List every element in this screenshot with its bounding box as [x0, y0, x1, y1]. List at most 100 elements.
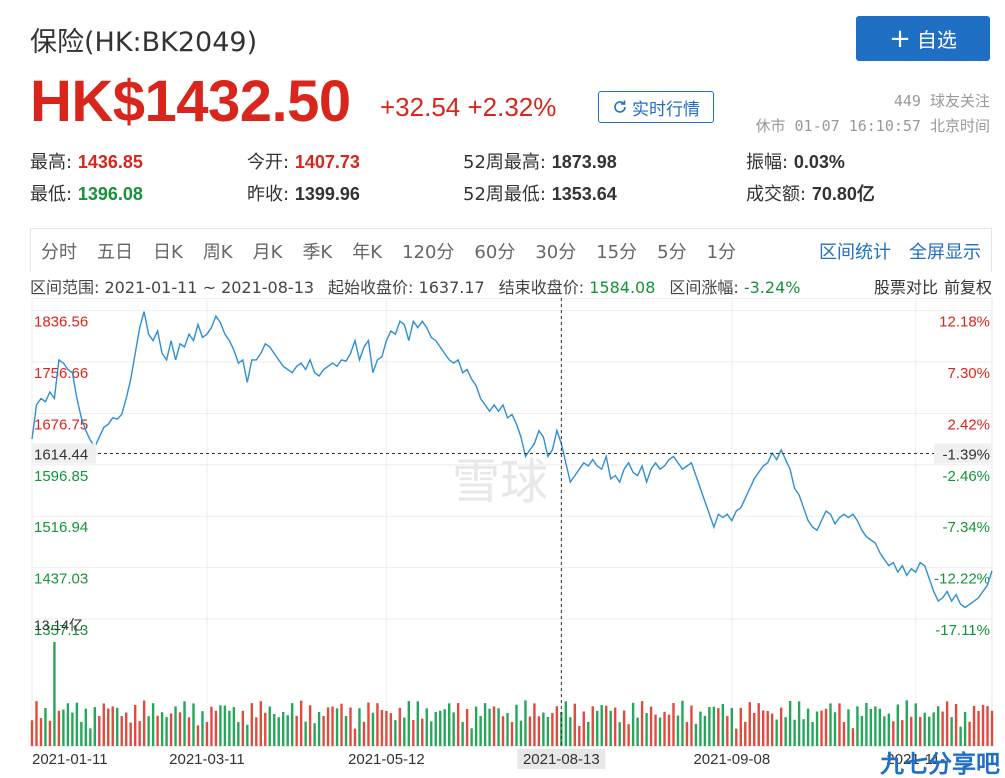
volume-bar	[945, 701, 949, 746]
volume-bar	[672, 703, 675, 746]
volume-bar	[317, 712, 321, 746]
volume-bar	[779, 707, 783, 746]
volume-bar	[35, 701, 38, 746]
tab-5min[interactable]: 5分	[657, 241, 687, 263]
volume-bar	[694, 723, 698, 746]
volume-bar	[205, 721, 209, 746]
tab-30min[interactable]: 30分	[535, 241, 577, 263]
volume-bar	[528, 716, 532, 746]
volume-bar	[214, 710, 218, 746]
volume-bar	[237, 722, 240, 746]
tab-yearly-k[interactable]: 年K	[352, 241, 383, 263]
volume-bar	[582, 711, 585, 746]
stat-52w-high: 52周最高: 1873.98	[463, 152, 617, 173]
volume-bar	[84, 708, 88, 746]
realtime-quote-button[interactable]: 实时行情	[598, 91, 714, 123]
volume-max-label: 13.14亿	[34, 617, 83, 633]
volume-bar	[968, 721, 971, 746]
pct-tick-label: -7.34%	[942, 519, 990, 536]
volume-bar	[313, 723, 316, 746]
volume-bar	[555, 706, 559, 746]
volume-bar	[290, 703, 294, 746]
tab-monthly-k[interactable]: 月K	[252, 241, 283, 263]
volume-bar	[125, 712, 128, 746]
tab-weekly-k[interactable]: 周K	[202, 241, 233, 263]
volume-bar	[461, 721, 464, 746]
volume-bar	[111, 706, 114, 746]
volume-bar	[717, 708, 720, 746]
volume-bar	[456, 703, 460, 746]
tab-intraday[interactable]: 分时	[41, 241, 77, 263]
volume-bar	[636, 717, 639, 746]
volume-bar	[654, 714, 657, 746]
volume-bar	[708, 706, 711, 746]
volume-bar	[712, 706, 716, 746]
volume-bar	[851, 728, 855, 746]
volume-bar	[430, 721, 433, 746]
stat-52w-low: 52周最低: 1353.64	[463, 184, 617, 205]
price-line	[31, 311, 993, 609]
volume-bar	[627, 724, 630, 746]
volume-bar	[910, 716, 913, 746]
add-to-watchlist-button[interactable]: + 自选	[856, 16, 990, 61]
pct-tick-label: -12.22%	[934, 571, 990, 588]
volume-bar	[98, 716, 101, 746]
range-stats-link[interactable]: 区间统计	[819, 241, 891, 263]
y-tick-label: 1596.85	[34, 468, 88, 485]
stock-compare-link[interactable]: 股票对比	[873, 278, 938, 297]
pct-tick-label: -2.46%	[942, 468, 990, 485]
volume-bar	[39, 718, 43, 746]
volume-bar	[986, 706, 989, 746]
volume-bar	[367, 702, 370, 746]
volume-bar	[116, 707, 119, 746]
volume-bar	[833, 712, 837, 746]
volume-bar	[282, 712, 285, 746]
volume-bar	[510, 721, 514, 746]
volume-bar	[304, 721, 307, 746]
volume-bar	[335, 708, 339, 746]
tab-quarterly-k[interactable]: 季K	[302, 241, 333, 263]
volume-bar	[887, 713, 891, 746]
volume-bar	[196, 725, 200, 746]
tab-120min[interactable]: 120分	[402, 241, 455, 263]
pct-tick-label: 12.18%	[939, 314, 990, 331]
volume-bar	[44, 708, 47, 746]
adjust-mode-link[interactable]: 前复权	[943, 278, 992, 297]
crosshair-date-label: 2021-08-13	[523, 751, 600, 768]
volume-bar	[972, 705, 976, 746]
y-tick-label: 1516.94	[34, 519, 88, 536]
tab-daily-k[interactable]: 日K	[153, 241, 183, 263]
volume-bar	[75, 702, 79, 746]
volume-bar	[421, 718, 424, 746]
tab-15min[interactable]: 15分	[596, 241, 638, 263]
volume-bar	[569, 717, 572, 746]
tab-1min[interactable]: 1分	[706, 241, 737, 263]
volume-bar	[753, 712, 756, 746]
pct-tick-label: 7.30%	[947, 365, 990, 382]
volume-bar	[847, 709, 850, 746]
volume-bar	[649, 706, 653, 746]
tab-60min[interactable]: 60分	[474, 241, 516, 263]
volume-bar	[936, 706, 940, 746]
tab-5day[interactable]: 五日	[97, 241, 133, 263]
volume-bar	[358, 708, 361, 746]
volume-bar	[165, 717, 168, 746]
volume-bar	[71, 712, 74, 746]
price-chart[interactable]: 1836.56 12.18% 1756.66 7.30% 1676.75 2.42% 159…	[0, 298, 1005, 778]
volume-bar	[174, 706, 177, 746]
market-status: 休市 01-07 16:10:57 北京时间	[755, 117, 991, 135]
volume-bar	[178, 712, 182, 746]
volume-bar	[80, 721, 83, 746]
volume-bar	[416, 701, 419, 746]
volume-bar	[501, 716, 505, 746]
volume-bar	[443, 709, 446, 746]
price-change: +32.54 +2.32%	[380, 92, 557, 122]
volume-bar	[990, 710, 994, 746]
volume-bar	[273, 714, 276, 746]
stock-title: 保险(HK:BK2049)	[30, 27, 258, 58]
volume-bar	[865, 702, 868, 746]
fullscreen-link[interactable]: 全屏显示	[909, 241, 981, 263]
volume-bar	[66, 703, 70, 746]
volume-bar	[784, 717, 787, 746]
volume-bar	[703, 715, 707, 746]
